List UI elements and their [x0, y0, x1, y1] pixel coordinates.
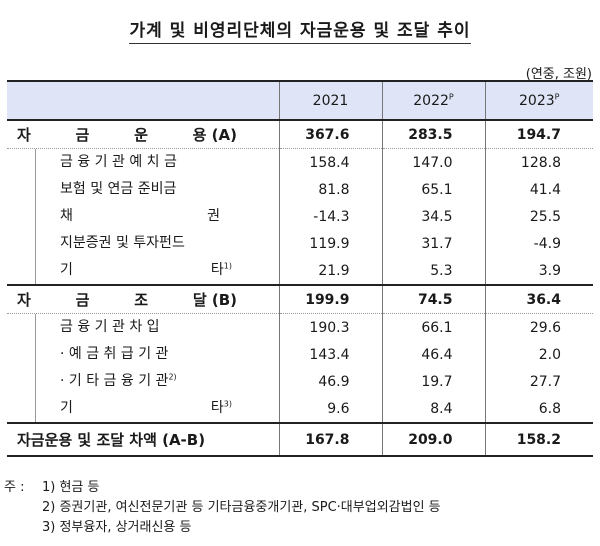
unit-label: (연중, 조원)	[525, 67, 592, 82]
row-deposit-institutions: · 예 금 취 급 기 관 143.4 46.4 2.0	[7, 341, 593, 368]
row-net-difference: 자금운용 및 조달 차액 (A-B) 167.8 209.0 158.2	[7, 423, 593, 457]
row-deposits: 금 융 기 관 예 치 금 158.4 147.0 128.8	[7, 148, 593, 176]
header-blank	[7, 80, 279, 121]
row-other-fi: · 기 타 금 융 기 관2) 46.9 19.7 27.7	[7, 368, 593, 395]
row-insurance-pension: 보험 및 연금 준비금 81.8 65.1 41.4	[7, 176, 593, 203]
header-2023: 2023P	[484, 80, 593, 121]
row-use-other: 기 타1) 21.9 5.3 3.9	[7, 257, 593, 286]
row-fi-borrowing: 금 융 기 관 차 입 190.3 66.1 29.6	[7, 313, 593, 341]
row-source-other: 기 타3) 9.6 8.4 6.8	[7, 395, 593, 424]
page-title: 가계 및 비영리단체의 자금운용 및 조달 추이	[0, 16, 600, 44]
footnotes: 주 :1) 현금 등 2) 증권기관, 여신전문기관 등 기타금융중개기관, S…	[4, 480, 441, 535]
header-2022: 2022P	[381, 80, 485, 121]
row-equity-funds: 지분증권 및 투자펀드 119.9 31.7 -4.9	[7, 230, 593, 257]
header-2021: 2021	[278, 80, 382, 121]
header-row: 2021 2022P 2023P	[7, 80, 593, 121]
